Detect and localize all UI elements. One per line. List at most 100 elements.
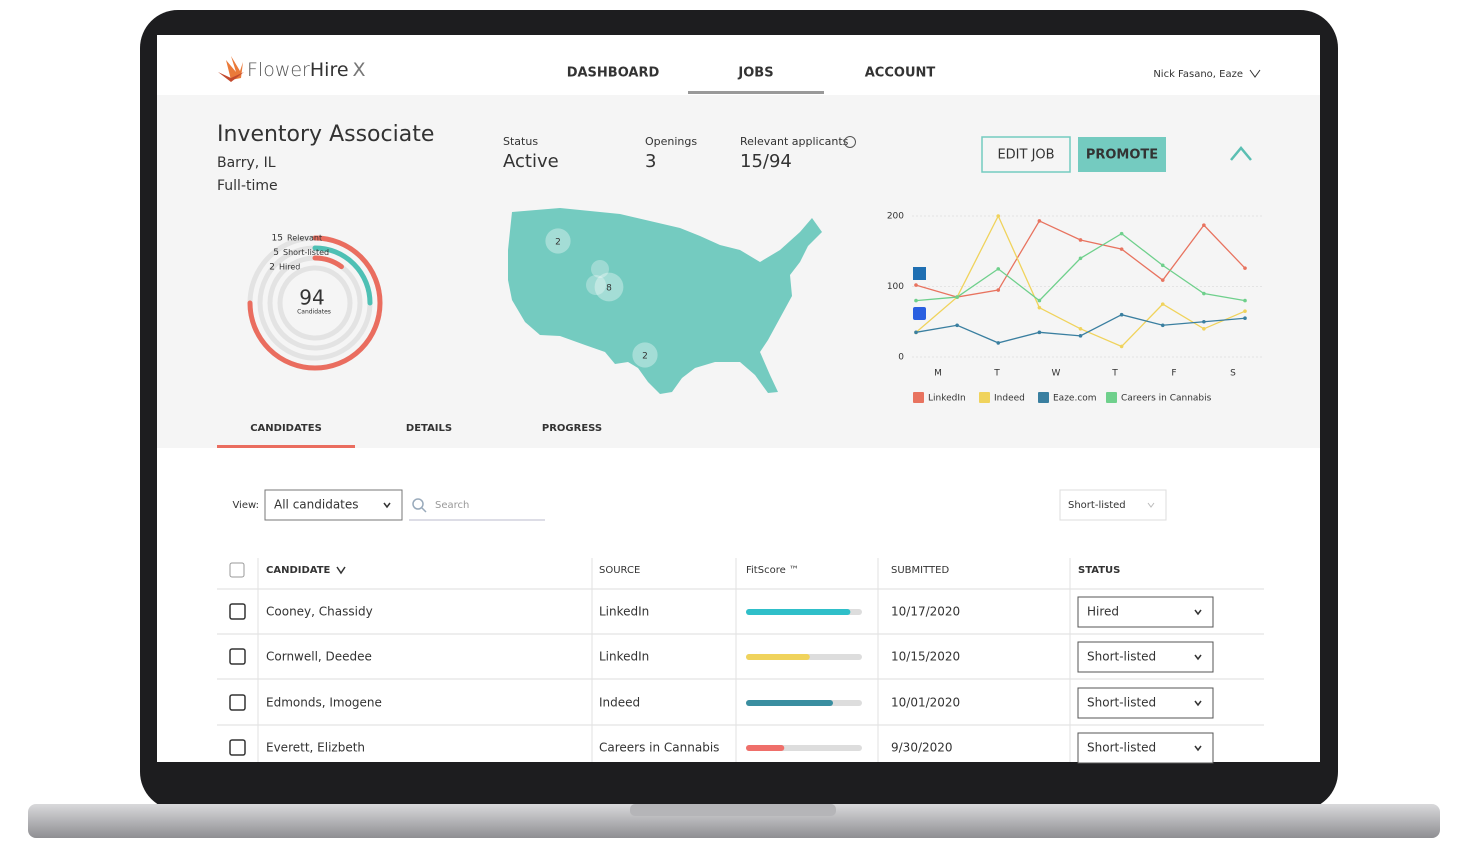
legend-swatch [1106, 392, 1117, 403]
map-bubble-label: 2 [555, 238, 561, 248]
select-caret [1194, 654, 1202, 661]
fitscore-bar [746, 745, 785, 751]
tab[interactable]: PROGRESS [542, 423, 602, 434]
map-bubble [594, 272, 624, 302]
legend-label: LinkedIn [928, 394, 966, 404]
line-point [1243, 266, 1247, 270]
checkbox[interactable] [229, 562, 245, 578]
nav-item[interactable]: DASHBOARD [567, 66, 660, 81]
line-point [1119, 247, 1124, 251]
select-caret [1147, 502, 1155, 508]
laptop-base [28, 804, 1440, 838]
x-tick-label: W [1052, 369, 1061, 379]
candidate-source: Careers in Cannabis [599, 741, 719, 755]
status-select[interactable] [1077, 732, 1214, 764]
line-point [1243, 309, 1247, 313]
line-point [914, 283, 918, 287]
submitted-date: 10/15/2020 [891, 650, 960, 664]
y-tick-label: 100 [887, 282, 904, 292]
status-value[interactable]: Short-listed [1087, 696, 1156, 710]
tab[interactable]: DETAILS [406, 423, 452, 434]
checkbox[interactable] [229, 739, 246, 756]
line-point [1160, 278, 1165, 282]
promote-button-label[interactable]: PROMOTE [1086, 148, 1158, 163]
logo: FlowerHire X [247, 59, 366, 81]
fitscore-bar [746, 654, 810, 660]
status-value[interactable]: Short-listed [1087, 650, 1156, 664]
status-value[interactable]: Short-listed [1087, 741, 1156, 755]
candidate-name: Everett, Elizbeth [266, 741, 365, 755]
column-header[interactable]: CANDIDATE [266, 565, 331, 576]
line-point [914, 298, 918, 303]
line-point [1243, 298, 1247, 303]
status-select[interactable] [1077, 596, 1214, 628]
line-point [996, 288, 1001, 292]
status-filter[interactable] [1059, 489, 1167, 521]
line-point [1202, 223, 1206, 227]
x-tick-label: T [993, 369, 1000, 379]
column-header: STATUS [1078, 565, 1120, 576]
line-point [1119, 312, 1124, 317]
checkbox[interactable] [229, 694, 246, 711]
view-value[interactable]: All candidates [274, 498, 359, 512]
column-header: SUBMITTED [891, 565, 949, 576]
logo-icon [218, 56, 244, 82]
user-menu[interactable]: Nick Fasano, Eaze [1153, 69, 1243, 80]
fitscore-bar [746, 609, 851, 615]
select-caret [1194, 609, 1202, 616]
nav-item[interactable]: ACCOUNT [865, 66, 936, 81]
stat-value: 15/94 [740, 151, 792, 172]
ring-arc [312, 245, 373, 306]
submitted-date: 10/17/2020 [891, 605, 960, 619]
checkbox[interactable] [229, 603, 246, 620]
status-filter-value[interactable]: Short-listed [1068, 500, 1126, 511]
sort-caret [336, 566, 346, 575]
line-point [955, 323, 959, 328]
nav-underline [688, 91, 824, 94]
tab[interactable]: CANDIDATES [250, 423, 322, 434]
view-select[interactable] [264, 489, 403, 521]
line-point [914, 330, 918, 335]
line-point [1078, 327, 1083, 331]
line-point [1037, 305, 1042, 310]
line-point [1037, 330, 1042, 335]
x-tick-label: F [1171, 369, 1176, 379]
ring-label: Short-listed [283, 248, 329, 257]
promote-button[interactable] [1078, 137, 1166, 172]
y-tick-label: 200 [887, 212, 904, 222]
line-point [1037, 219, 1042, 223]
linkedin-icon [913, 267, 926, 280]
funnel-total: 94 [299, 286, 324, 310]
info-icon[interactable] [844, 136, 856, 148]
map-bubble [586, 275, 606, 295]
line-point [996, 341, 1001, 345]
nav-item[interactable]: JOBS [737, 66, 773, 81]
status-select[interactable] [1077, 641, 1214, 673]
line-point [1078, 238, 1083, 242]
indeed-icon [913, 307, 926, 320]
map-bubble [545, 228, 571, 254]
select-caret [1194, 745, 1202, 752]
job-location: Barry, IL [217, 155, 276, 171]
column-header: FitScore ™ [746, 565, 799, 576]
checkbox[interactable] [229, 648, 246, 665]
user-caret [1249, 69, 1261, 78]
legend-label: Careers in Cannabis [1121, 394, 1212, 404]
select-caret [383, 502, 391, 509]
edit-button-label[interactable]: EDIT JOB [997, 148, 1054, 163]
ring-value: 5 [273, 248, 279, 258]
y-tick-label: 0 [898, 353, 904, 363]
stat-label: Relevant applicants [740, 135, 849, 148]
legend-label: Eaze.com [1053, 394, 1097, 404]
legend-swatch [979, 392, 990, 403]
edit-button[interactable] [981, 136, 1071, 173]
line-point [1078, 256, 1083, 261]
ring-label: Relevant [287, 234, 322, 243]
collapse-toggle[interactable] [1230, 146, 1252, 161]
line-point [1243, 316, 1247, 321]
search-input[interactable]: Search [435, 500, 469, 511]
line-point [955, 295, 959, 299]
status-select[interactable] [1077, 687, 1214, 719]
status-value[interactable]: Hired [1087, 605, 1119, 619]
